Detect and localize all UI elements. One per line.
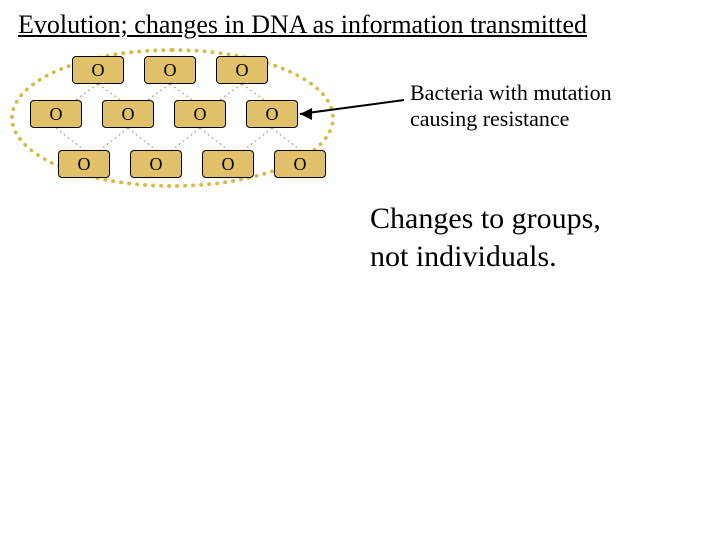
bacteria-node: O xyxy=(202,150,254,178)
annotation-groups: Changes to groups, not individuals. xyxy=(370,200,601,275)
bacteria-node: O xyxy=(30,100,82,128)
annotation-groups-line2: not individuals. xyxy=(370,240,557,273)
bacteria-node: O xyxy=(130,150,182,178)
page-title: Evolution; changes in DNA as information… xyxy=(18,10,587,40)
bacteria-node: O xyxy=(144,56,196,84)
bacteria-node: O xyxy=(58,150,110,178)
bacteria-node: O xyxy=(274,150,326,178)
annotation-mutation-line2: causing resistance xyxy=(410,106,569,131)
annotation-groups-line1: Changes to groups, xyxy=(370,202,601,235)
bacteria-node: O xyxy=(72,56,124,84)
bacteria-node: O xyxy=(102,100,154,128)
bacteria-node: O xyxy=(216,56,268,84)
bacteria-node-mutant: O xyxy=(246,100,298,128)
annotation-mutation: Bacteria with mutation causing resistanc… xyxy=(410,80,612,133)
bacteria-node: O xyxy=(174,100,226,128)
annotation-mutation-line1: Bacteria with mutation xyxy=(410,80,612,105)
